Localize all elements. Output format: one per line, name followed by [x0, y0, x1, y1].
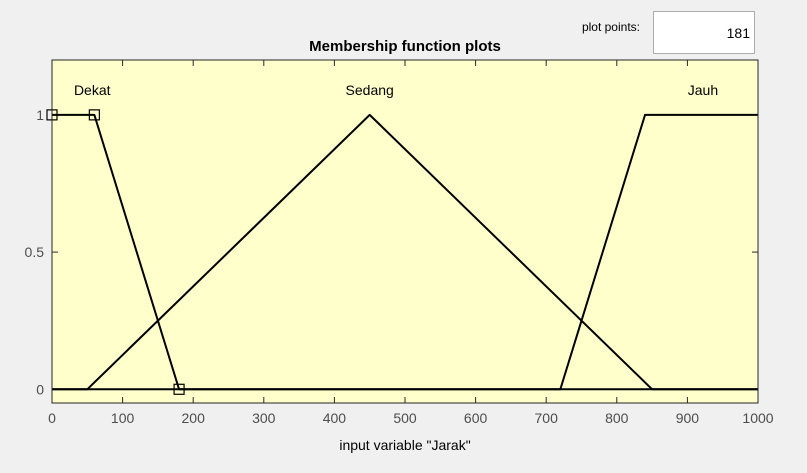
x-axis-label: input variable "Jarak" [339, 437, 470, 453]
y-tick-label: 1 [36, 107, 44, 123]
plot-points-input[interactable] [653, 11, 755, 54]
mf-label-sedang: Sedang [346, 82, 394, 98]
mf-curve-jauh[interactable] [52, 113, 758, 391]
mf-vertex-handle[interactable] [88, 109, 100, 121]
plot-title: Membership function plots [309, 38, 501, 55]
x-tick-label: 1000 [742, 410, 773, 426]
x-tick-label: 500 [393, 410, 417, 426]
plot-area[interactable] [52, 60, 758, 403]
x-tick-label: 600 [464, 410, 488, 426]
x-tick-label: 900 [676, 410, 700, 426]
plot-points-label: plot points: [581, 20, 640, 34]
x-tick-label: 0 [48, 410, 56, 426]
y-tick-label: 0 [36, 381, 44, 397]
x-tick-label: 200 [182, 410, 206, 426]
mf-label-jauh: Jauh [688, 82, 718, 98]
x-tick-label: 400 [323, 410, 347, 426]
x-tick-label: 700 [535, 410, 559, 426]
x-tick-label: 800 [605, 410, 629, 426]
plot-frame [51, 59, 759, 404]
x-tick-label: 300 [252, 410, 276, 426]
x-tick-label: 100 [111, 410, 135, 426]
y-tick-label: 0.5 [25, 244, 45, 260]
mf-label-dekat: Dekat [74, 82, 111, 98]
